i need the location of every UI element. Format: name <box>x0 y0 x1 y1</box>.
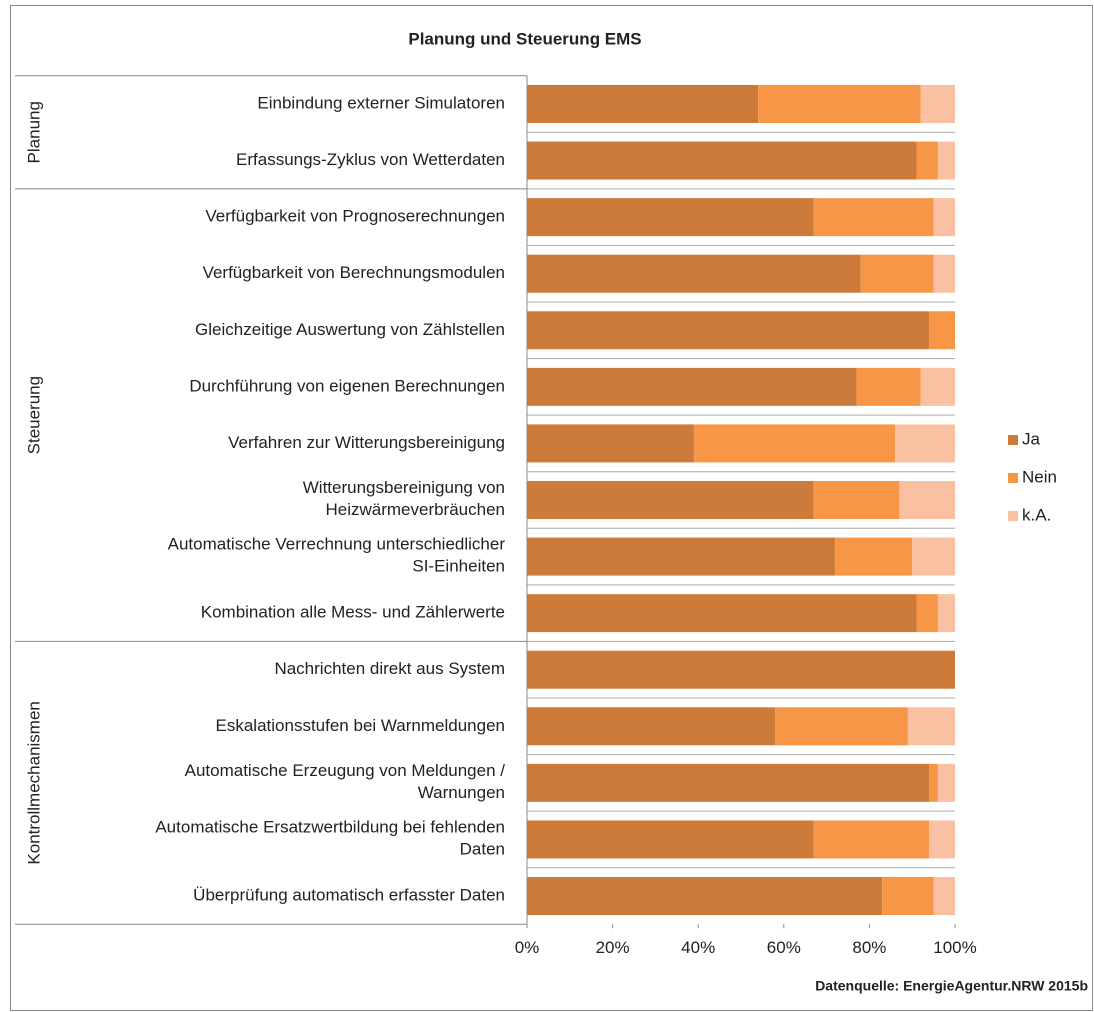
category-label: Kombination alle Mess- und Zählerwerte <box>201 603 505 622</box>
category-label: Automatische Ersatzwertbildung bei fehle… <box>155 818 505 859</box>
group-label: Kontrollmechanismen <box>24 701 43 864</box>
category-label: Verfügbarkeit von Berechnungsmodulen <box>203 263 505 282</box>
bar-segment <box>920 84 955 123</box>
x-tick-label: 100% <box>933 938 976 957</box>
bar-segment <box>937 594 955 633</box>
bar-segment <box>527 537 836 576</box>
bar-segment <box>527 254 861 293</box>
bar-segment <box>775 707 908 746</box>
category-label: Erfassungs-Zyklus von Wetterdaten <box>236 150 505 169</box>
legend-swatch <box>1008 473 1018 483</box>
bar-segment <box>856 367 921 406</box>
bar-segment <box>916 594 938 633</box>
bar-segment <box>813 820 930 859</box>
bar-segment <box>937 141 955 180</box>
bar-segment <box>929 311 955 350</box>
bar-segment <box>527 707 776 746</box>
bar-segment <box>835 537 913 576</box>
bar-segment <box>916 141 938 180</box>
bar-segment <box>527 481 814 519</box>
category-label: Einbindung externer Simulatoren <box>257 93 505 112</box>
category-label: Verfahren zur Witterungsbereinigung <box>228 433 505 452</box>
bar-segment <box>813 198 934 237</box>
category-label: Verfügbarkeit von Prognoserechnungen <box>205 207 505 226</box>
legend-label: k.A. <box>1022 505 1051 524</box>
legend-label: Ja <box>1022 429 1041 448</box>
category-label: Automatische Verrechnung unterschiedlich… <box>168 535 506 576</box>
category-label: Witterungsbereinigung von Heizwärmeverbrä… <box>303 478 505 519</box>
category-label: Automatische Erzeugung von Meldungen / Wa… <box>185 761 506 802</box>
bar-segment <box>527 594 917 633</box>
bar-segment <box>813 481 900 519</box>
bar-segment <box>907 707 955 746</box>
x-tick-label: 0% <box>515 938 540 957</box>
chart-title: Planung und Steuerung EMS <box>408 29 641 48</box>
bar-segment <box>933 198 955 237</box>
bar-segment <box>929 820 955 859</box>
bar-segment <box>527 198 814 237</box>
bar-segment <box>527 763 930 802</box>
x-tick-label: 40% <box>681 938 715 957</box>
group-label: Planung <box>24 101 43 163</box>
bar-segment <box>527 84 759 123</box>
bar-segment <box>527 877 883 916</box>
bar-segment <box>527 424 694 463</box>
legend-swatch <box>1008 511 1018 521</box>
bar-segment <box>882 877 934 916</box>
bar-segment <box>899 481 955 519</box>
bar-segment <box>895 424 955 463</box>
x-tick-label: 80% <box>852 938 886 957</box>
category-label: Durchführung von eigenen Berechnungen <box>189 376 505 395</box>
category-label: Nachrichten direkt aus System <box>274 659 505 678</box>
bar-segment <box>937 763 955 802</box>
bar-segment <box>527 820 814 859</box>
bar-segment <box>933 254 955 293</box>
bar-segment <box>929 763 938 802</box>
source: Datenquelle: EnergieAgentur.NRW 2015b <box>815 978 1088 994</box>
category-label: Eskalationsstufen bei Warnmeldungen <box>216 716 505 735</box>
bar-segment <box>920 367 955 406</box>
category-label: Gleichzeitige Auswertung von Zählstellen <box>195 320 505 339</box>
bar-segment <box>758 84 921 123</box>
bar-segment <box>527 311 930 350</box>
bar-segment <box>933 877 955 916</box>
legend-swatch <box>1008 435 1018 445</box>
bar-segment <box>527 650 955 689</box>
bar-segment <box>527 141 917 180</box>
bar-segment <box>860 254 934 293</box>
x-tick-label: 20% <box>596 938 630 957</box>
bar-segment <box>693 424 896 463</box>
bar-segment <box>912 537 955 576</box>
group-label: Steuerung <box>24 376 43 454</box>
x-tick-label: 60% <box>767 938 801 957</box>
bar-segment <box>527 367 857 406</box>
legend-label: Nein <box>1022 467 1057 486</box>
category-label: Überprüfung automatisch erfasster Daten <box>193 885 505 904</box>
